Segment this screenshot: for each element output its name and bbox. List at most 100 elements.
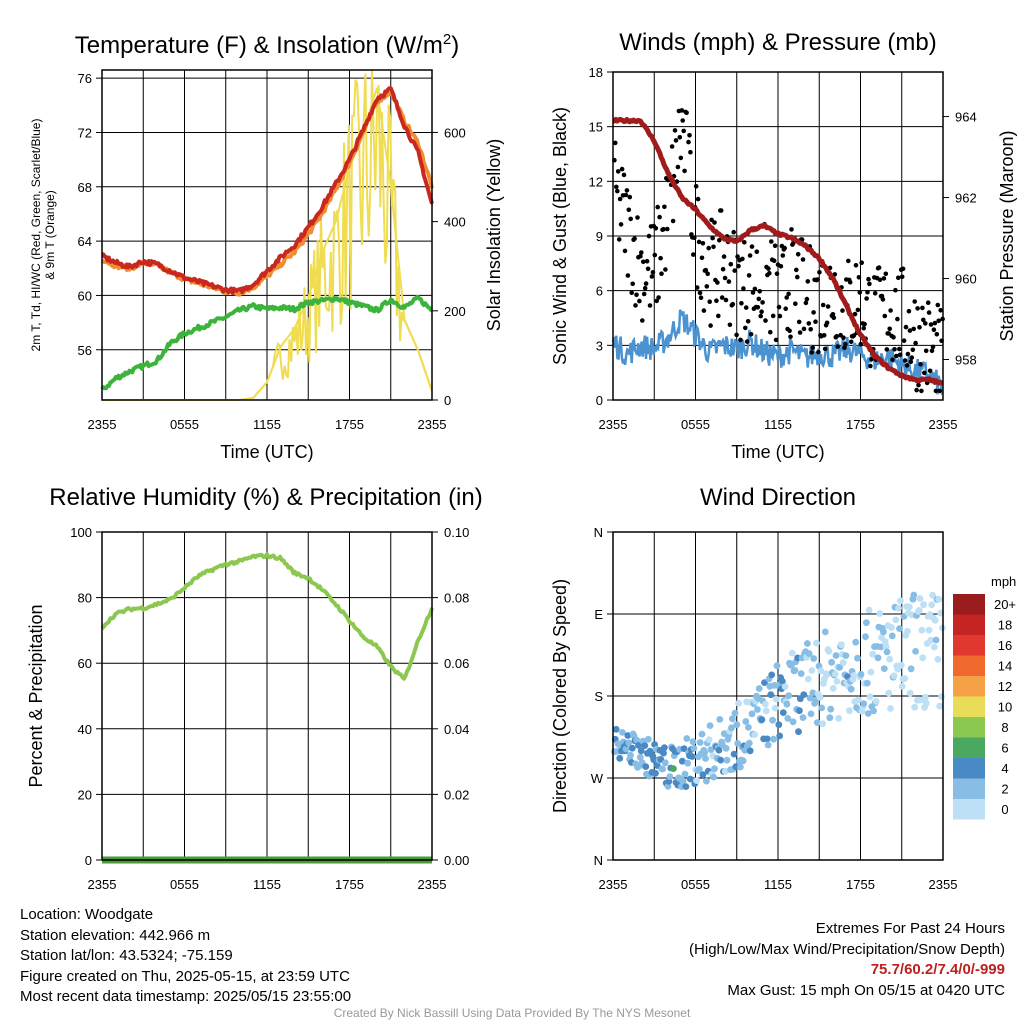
gust-point: [752, 286, 758, 292]
temperature-panel: Temperature (F) & Insolation (W/m2) 2355…: [29, 31, 504, 462]
direction-point: [785, 692, 793, 700]
gust-point: [619, 166, 625, 172]
direction-point: [739, 757, 747, 765]
direction-point: [857, 670, 865, 678]
gust-point: [813, 319, 818, 325]
legend-swatch: [953, 676, 985, 697]
gust-point: [662, 204, 667, 210]
gust-point: [720, 266, 726, 272]
direction-point: [860, 700, 868, 708]
gust-point: [742, 240, 747, 245]
direction-point: [686, 775, 694, 783]
gust-point: [739, 301, 744, 306]
gust-point: [795, 274, 800, 280]
gust-point: [864, 296, 869, 301]
direction-point: [731, 709, 739, 717]
gust-point: [858, 341, 864, 347]
gust-point: [902, 358, 908, 363]
direction-point: [833, 678, 841, 685]
direction-point: [806, 694, 814, 702]
temperature-panel-title: Temperature (F) & Insolation (W/m2): [75, 31, 459, 59]
gust-point: [698, 295, 704, 301]
direction-point: [633, 736, 641, 744]
gust-point: [822, 346, 828, 352]
x-tick-label: 1155: [253, 877, 281, 892]
gust-point: [732, 268, 737, 273]
gust-point: [710, 235, 715, 241]
direction-point: [836, 663, 843, 671]
x-tick-label: 1155: [764, 877, 792, 892]
gust-point: [721, 254, 727, 259]
direction-point: [683, 735, 691, 742]
gust-point: [853, 263, 859, 268]
gust-point: [708, 323, 713, 328]
wind-y-axis-label: Sonic Wind & Gust (Blue, Black): [550, 107, 570, 365]
x-tick-label: 0555: [681, 877, 710, 892]
gust-point: [613, 140, 618, 146]
gust-point: [697, 290, 703, 296]
legend-label: 18: [998, 618, 1012, 633]
direction-point: [730, 750, 738, 758]
wind-pressure-panel-title: Winds (mph) & Pressure (mb): [619, 29, 936, 56]
direction-point: [928, 601, 936, 609]
gust-point: [887, 326, 892, 332]
direction-point: [850, 672, 858, 679]
gust-point: [901, 338, 907, 344]
max-gust: Max Gust: 15 mph On 05/15 at 0420 UTC: [727, 981, 1005, 999]
gust-point: [877, 277, 883, 283]
direction-point: [735, 699, 742, 707]
gust-point: [763, 318, 768, 323]
gust-point: [743, 305, 749, 310]
gust-point: [931, 327, 937, 333]
direction-point: [904, 627, 911, 635]
gust-point: [915, 306, 920, 311]
gust-point: [928, 322, 934, 327]
gust-point: [904, 363, 910, 368]
wind-direction-panel: Wind Direction 2355 0555 1155 1755 2355 N W S E…: [550, 484, 1016, 892]
direction-point: [767, 691, 775, 699]
gust-point: [618, 222, 624, 227]
direction-point: [938, 693, 945, 700]
pressure-y-ticks: 964 962 960 958: [943, 110, 977, 368]
gust-point: [852, 311, 858, 317]
gust-point: [809, 350, 814, 355]
direction-point: [784, 715, 792, 722]
direction-point: [804, 640, 811, 647]
gust-point: [777, 313, 783, 319]
y-tick-label: 40: [78, 722, 92, 737]
legend-label: 6: [1001, 741, 1008, 756]
direction-point: [795, 728, 802, 736]
direction-point: [935, 595, 943, 603]
gust-point: [760, 300, 765, 305]
legend-swatch: [953, 778, 985, 799]
legend-label: 4: [1001, 761, 1008, 776]
direction-point: [788, 649, 796, 657]
direction-point: [922, 694, 929, 701]
direction-point: [828, 658, 835, 666]
direction-point: [616, 754, 624, 762]
direction-point: [703, 777, 710, 785]
direction-point: [819, 720, 826, 728]
gust-point: [897, 346, 902, 352]
gust-point: [782, 245, 787, 251]
gust-point: [693, 184, 699, 189]
gust-point: [930, 344, 936, 350]
gust-point: [851, 333, 857, 338]
direction-point: [776, 732, 784, 740]
direction-point: [901, 675, 909, 682]
direction-point: [690, 744, 698, 752]
direction-point: [699, 771, 707, 779]
direction-point: [695, 765, 703, 773]
direction-point: [919, 654, 927, 662]
insolation-y-ticks: 600 400 200 0: [432, 125, 466, 408]
gust-point: [767, 270, 772, 276]
humidity-plot-frame: [101, 531, 433, 861]
gust-point: [703, 267, 709, 273]
gust-point: [884, 347, 890, 352]
gust-point: [695, 196, 701, 202]
gust-point: [866, 276, 871, 282]
gust-point: [633, 303, 638, 308]
td-line: [100, 294, 433, 391]
direction-point: [751, 731, 759, 738]
gust-point: [800, 257, 806, 262]
